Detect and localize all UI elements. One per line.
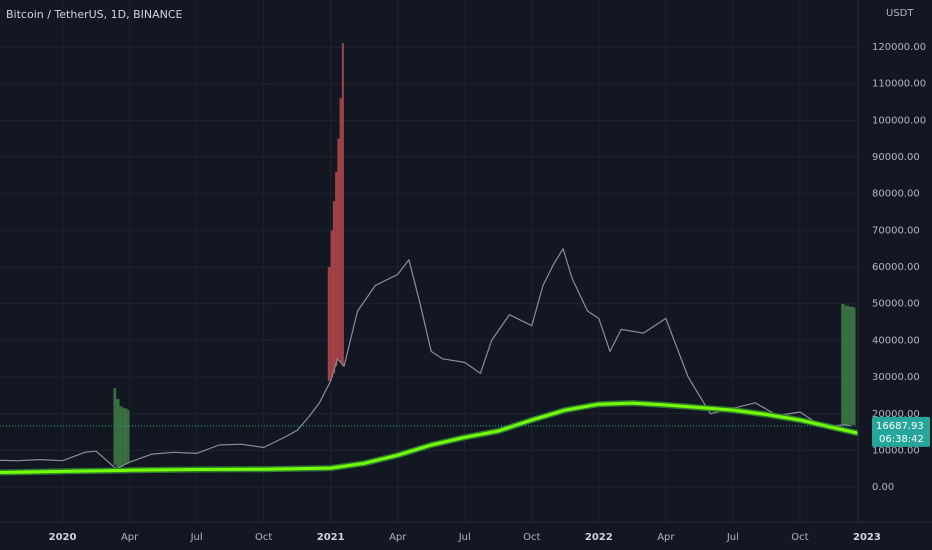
y-axis-label: USDT (886, 8, 914, 19)
signal-band (853, 307, 856, 426)
y-tick-label: 20000.00 (872, 409, 920, 420)
x-tick-label: 2021 (317, 532, 345, 543)
signal-band (116, 399, 120, 469)
signal-band (332, 201, 336, 374)
x-tick-label: Apr (389, 532, 407, 543)
y-tick-label: 0.00 (872, 482, 894, 493)
signal-band (122, 408, 128, 465)
y-tick-label: 90000.00 (872, 152, 920, 163)
signal-band (330, 230, 333, 378)
x-tick-label: 2023 (853, 532, 881, 543)
price-line (0, 248, 852, 470)
y-tick-label: 40000.00 (872, 335, 920, 346)
y-tick-label: 110000.00 (872, 79, 926, 90)
countdown: 06:38:42 (879, 434, 924, 445)
y-tick-label: 120000.00 (872, 42, 926, 53)
y-tick-label: 60000.00 (872, 262, 920, 273)
signal-band (119, 406, 123, 467)
y-tick-label: 100000.00 (872, 115, 926, 126)
x-tick-label: Oct (523, 532, 540, 543)
y-tick-label: 80000.00 (872, 189, 920, 200)
last-price-box (872, 416, 930, 447)
price-axis (858, 0, 932, 550)
x-tick-label: Oct (255, 532, 272, 543)
x-tick-label: 2022 (585, 532, 613, 543)
signal-band (341, 43, 344, 367)
y-tick-label: 70000.00 (872, 225, 920, 236)
moving-average (0, 401, 859, 474)
signal-band (327, 267, 331, 381)
y-tick-label: 10000.00 (872, 445, 920, 456)
y-tick-label: 30000.00 (872, 372, 920, 383)
x-tick-label: Apr (657, 532, 675, 543)
plot (0, 43, 859, 476)
signal-band (849, 306, 854, 425)
x-tick-label: Oct (791, 532, 808, 543)
signal-band (339, 98, 342, 363)
signal-band (844, 305, 850, 426)
signal-band (335, 171, 338, 367)
x-tick-label: Apr (121, 532, 139, 543)
y-tick-label: 50000.00 (872, 299, 920, 310)
chart-title: Bitcoin / TetherUS, 1D, BINANCE (6, 8, 183, 21)
signal-band (127, 410, 130, 463)
x-tick-label: 2020 (49, 532, 77, 543)
x-tick-label: Jul (726, 532, 739, 543)
last-price-label: 16687.93 (876, 421, 924, 432)
x-tick-label: Jul (190, 532, 203, 543)
signal-band (841, 303, 845, 426)
axes: 0.00 10000.00 20000.00 30000.00 40000.00 5000… (49, 42, 930, 543)
signal-band (337, 138, 340, 359)
x-tick-label: Jul (458, 532, 471, 543)
signal-band (113, 388, 117, 466)
